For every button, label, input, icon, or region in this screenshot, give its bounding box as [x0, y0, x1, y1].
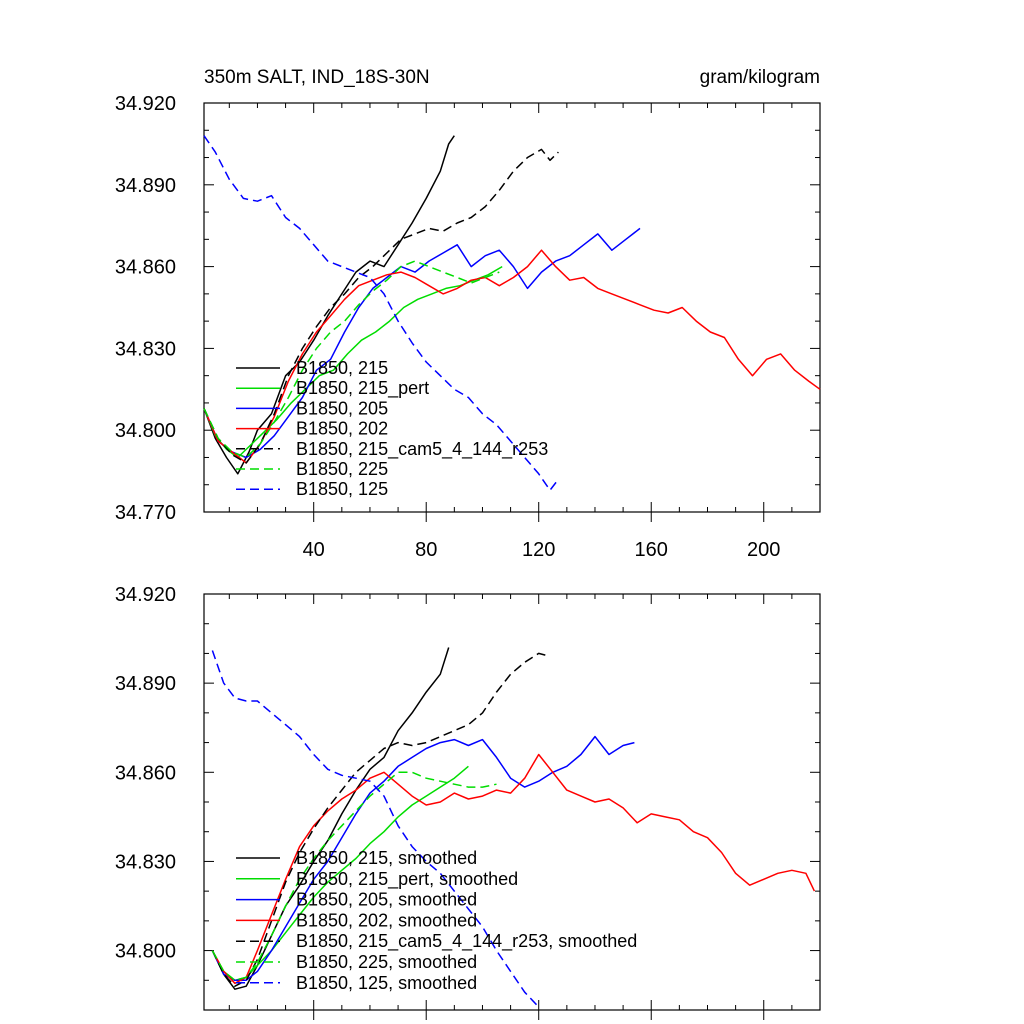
legend-label: B1850, 215 — [296, 358, 388, 378]
legend-label: B1850, 215_pert, smoothed — [296, 869, 518, 890]
legend-label: B1850, 215_cam5_4_144_r253, smoothed — [296, 931, 637, 952]
y-tick-label: 34.920 — [115, 584, 176, 606]
chart-title: 350m SALT, IND_18S-30N — [204, 67, 430, 88]
legend-label: B1850, 205 — [296, 398, 388, 418]
series-line-1 — [203, 135, 455, 475]
y-tick-label: 34.830 — [115, 851, 176, 873]
series-line-6 — [211, 771, 497, 982]
x-tick-label: 160 — [635, 539, 668, 561]
series-line-5 — [203, 148, 559, 464]
chart-units: gram/kilogram — [700, 67, 820, 88]
legend-label: B1850, 225, smoothed — [296, 952, 477, 972]
legend-label: B1850, 125 — [296, 479, 388, 499]
y-tick-label: 34.800 — [115, 941, 176, 963]
x-tick-label: 200 — [747, 539, 780, 561]
y-tick-label: 34.860 — [115, 762, 176, 784]
series-line-7 — [211, 650, 540, 1008]
series-line-3 — [211, 735, 635, 982]
series-line-4 — [211, 753, 816, 985]
series-line-1 — [211, 647, 450, 990]
x-tick-label: 120 — [522, 539, 555, 561]
y-tick-label: 34.890 — [115, 673, 176, 695]
top-plot: 34.770 34.800 34.830 34.860 34.890 34.920 40 80… — [115, 93, 821, 561]
legend-label: B1850, 215, smoothed — [296, 848, 477, 868]
series-line-5 — [211, 652, 551, 987]
bottom-plot: 34.800 34.830 34.860 34.890 34.920 B1850, 215… — [115, 584, 821, 1020]
y-tick-label: 34.830 — [115, 338, 176, 360]
series-line-6 — [203, 260, 500, 459]
x-tick-label: 80 — [415, 539, 437, 561]
series-line-7 — [203, 135, 559, 491]
series-line-4 — [203, 249, 821, 464]
series-line-2 — [203, 265, 503, 459]
y-tick-label: 34.920 — [115, 93, 176, 115]
y-tick-label: 34.800 — [115, 420, 176, 442]
legend-label: B1850, 202, smoothed — [296, 910, 477, 930]
legend-label: B1850, 215_pert — [296, 378, 429, 399]
legend-label: B1850, 202 — [296, 419, 388, 439]
legend-label: B1850, 205, smoothed — [296, 890, 477, 910]
x-tick-label: 40 — [303, 539, 325, 561]
y-tick-label: 34.860 — [115, 257, 176, 279]
y-tick-label: 34.890 — [115, 175, 176, 197]
y-tick-label: 34.770 — [115, 502, 176, 524]
legend-label: B1850, 125, smoothed — [296, 973, 477, 993]
series-line-3 — [203, 227, 641, 459]
legend-label: B1850, 215_cam5_4_144_r253 — [296, 439, 548, 460]
legend-label: B1850, 225 — [296, 459, 388, 479]
